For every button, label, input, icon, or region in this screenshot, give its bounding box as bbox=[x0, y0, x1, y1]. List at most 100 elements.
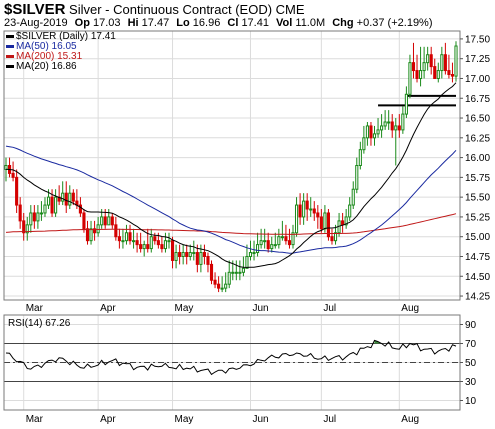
resistance-lines bbox=[378, 94, 456, 107]
candle-body bbox=[68, 192, 72, 206]
candle-body bbox=[121, 240, 125, 243]
candle-body bbox=[64, 192, 68, 206]
candle-body bbox=[294, 204, 299, 234]
candle-body bbox=[85, 228, 90, 242]
candle-body bbox=[404, 93, 408, 115]
candle-body bbox=[114, 224, 118, 238]
price-panel-border bbox=[3, 30, 461, 301]
candle-body bbox=[270, 244, 274, 250]
candle-body bbox=[380, 125, 384, 131]
price-y-tick-label: 15.00 bbox=[465, 232, 490, 243]
candle-body bbox=[387, 121, 391, 124]
candle-body bbox=[217, 283, 221, 289]
candle-body bbox=[43, 204, 47, 214]
candle-body bbox=[284, 236, 288, 242]
candle-body bbox=[195, 252, 199, 265]
candle-body bbox=[128, 232, 132, 242]
rsi-x-axis: Mar Apr May Jun Jul Aug bbox=[26, 414, 419, 425]
candle-body bbox=[298, 204, 302, 218]
change-label: Chg bbox=[332, 17, 354, 29]
candle-body bbox=[234, 271, 238, 274]
candle-body bbox=[89, 228, 93, 242]
ma20-line bbox=[5, 82, 457, 268]
candle-body bbox=[39, 212, 43, 215]
candle-body bbox=[312, 208, 316, 214]
candle-body bbox=[241, 267, 245, 273]
candle-body bbox=[50, 196, 54, 214]
candle-body bbox=[426, 54, 430, 64]
candle-body bbox=[245, 255, 249, 269]
price-x-tick-label: Jul bbox=[323, 303, 336, 314]
candle-body bbox=[341, 220, 345, 226]
candle-body bbox=[78, 204, 82, 214]
candle-body bbox=[273, 244, 277, 247]
rsi-x-tick-label: May bbox=[175, 414, 194, 425]
candle-body bbox=[181, 252, 185, 257]
candle-body bbox=[29, 212, 33, 226]
candle-body bbox=[333, 232, 338, 242]
candle-body bbox=[220, 287, 224, 290]
candle-body bbox=[96, 224, 100, 234]
symbol: $SILVER bbox=[4, 1, 66, 18]
candle-body bbox=[11, 172, 15, 178]
rsi-x-tick-label: Apr bbox=[100, 414, 116, 425]
open-value: 17.03 bbox=[93, 17, 121, 29]
price-x-tick-label: Aug bbox=[401, 303, 419, 314]
rsi-x-tick-label: Aug bbox=[401, 414, 419, 425]
rsi-y-tick-label: 10 bbox=[465, 396, 477, 407]
candle-body bbox=[362, 137, 366, 151]
price-y-tick-label: 16.75 bbox=[465, 94, 490, 105]
open-label: Op bbox=[74, 17, 90, 29]
price-y-tick-label: 14.25 bbox=[465, 292, 490, 303]
high-value: 17.47 bbox=[141, 17, 170, 29]
price-y-tick-label: 17.25 bbox=[465, 54, 490, 65]
legend-swatch-price bbox=[6, 35, 14, 38]
candle-body bbox=[252, 252, 256, 255]
candle-body bbox=[174, 252, 178, 261]
candle-body bbox=[227, 271, 231, 285]
legend-ma200: MA(200) 15.31 bbox=[16, 51, 83, 62]
price-y-tick-label: 14.75 bbox=[465, 252, 490, 263]
candle-body bbox=[372, 133, 377, 139]
candle-body bbox=[440, 54, 444, 72]
price-y-tick-label: 17.50 bbox=[465, 34, 490, 45]
candle-body bbox=[390, 121, 394, 131]
rsi-x-tick-label: Jul bbox=[323, 414, 336, 425]
price-x-axis: Mar Apr May Jun Jul Aug bbox=[26, 303, 419, 314]
price-legend: $SILVER (Daily) 17.41 MA(50) 16.05 MA(20… bbox=[6, 31, 116, 72]
candle-body bbox=[248, 252, 253, 257]
quote-info-line: 23-Aug-2019 Op 17.03 Hi 17.47 Lo 16.96 C… bbox=[4, 17, 433, 29]
candle-body bbox=[22, 220, 26, 234]
low-value: 16.96 bbox=[192, 17, 221, 29]
candle-body bbox=[256, 244, 260, 254]
candle-body bbox=[202, 252, 206, 257]
candle-body bbox=[156, 240, 160, 246]
candle-body bbox=[224, 283, 228, 289]
volume-value: 11.0M bbox=[295, 17, 326, 29]
candle-body bbox=[302, 200, 306, 218]
candle-body bbox=[454, 45, 458, 77]
candle-body bbox=[369, 125, 373, 139]
rsi-x-tick-label: Mar bbox=[26, 414, 44, 425]
candle-body bbox=[238, 271, 242, 274]
candle-body bbox=[326, 212, 331, 238]
price-y-tick-label: 16.00 bbox=[465, 153, 490, 164]
candle-body bbox=[107, 216, 111, 226]
volume-label: Vol bbox=[276, 17, 293, 29]
rsi-y-axis: 10 30 50 70 90 bbox=[460, 320, 477, 407]
candle-body bbox=[319, 216, 323, 230]
candle-body bbox=[351, 188, 355, 206]
candle-body bbox=[18, 204, 22, 222]
candle-body bbox=[447, 70, 451, 76]
candle-body bbox=[408, 62, 412, 95]
candle-body bbox=[397, 125, 401, 131]
rsi-y-tick-label: 90 bbox=[465, 320, 477, 331]
price-y-tick-label: 15.25 bbox=[465, 212, 490, 223]
candle-body bbox=[163, 240, 168, 250]
candle-body bbox=[117, 236, 121, 242]
exchange: CME bbox=[275, 2, 305, 17]
candle-body bbox=[135, 240, 139, 246]
candlesticks bbox=[4, 41, 458, 293]
candle-body bbox=[263, 240, 267, 243]
candle-body bbox=[401, 113, 405, 131]
